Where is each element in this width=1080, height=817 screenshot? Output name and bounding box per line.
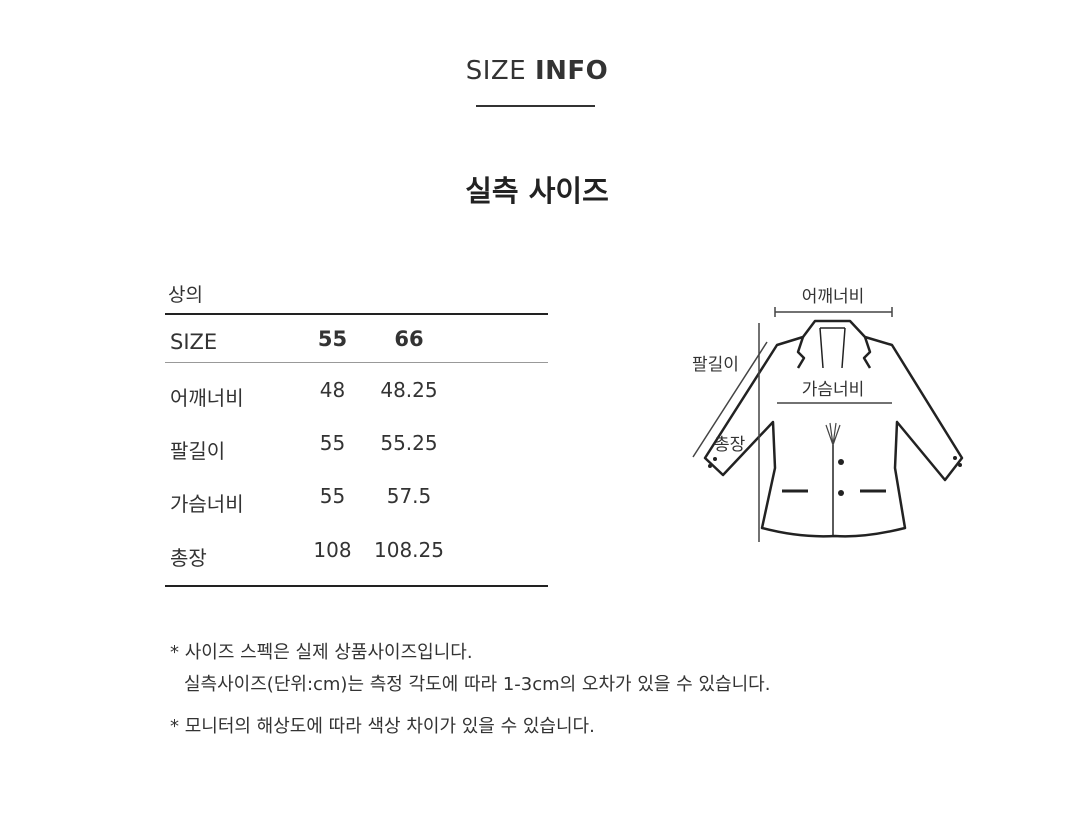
title-underline <box>476 105 595 107</box>
row-value-55: 55 <box>319 431 346 455</box>
row-value-55: 55 <box>319 484 346 508</box>
label-chest: 가슴너비 <box>802 380 865 400</box>
row-value-55: 108 <box>313 538 352 562</box>
row-label: 총장 <box>170 546 207 570</box>
shoulder-measure <box>774 307 893 317</box>
label-sleeve: 팔길이 <box>692 355 739 375</box>
title-bold: INFO <box>534 56 609 86</box>
row-label: 어깨너비 <box>170 386 244 410</box>
table-top-rule <box>165 313 548 315</box>
row-value-55: 48 <box>319 378 346 402</box>
table-row: 총장 108 108.25 <box>165 534 548 574</box>
subtitle: 실측 사이즈 <box>465 174 609 208</box>
row-value-66: 55.25 <box>380 431 438 455</box>
table-row: 어깨너비 48 48.25 <box>165 374 548 414</box>
note-3: * 모니터의 해상도에 따라 색상 차이가 있을 수 있습니다. <box>170 716 595 737</box>
table-row: 팔길이 55 55.25 <box>165 427 548 467</box>
row-value-66: 57.5 <box>386 484 432 508</box>
header-66: 66 <box>394 327 424 351</box>
table-bottom-rule <box>165 585 548 587</box>
table-category: 상의 <box>168 284 203 306</box>
note-2: 실측사이즈(단위:cm)는 측정 각도에 따라 1-3cm의 오차가 있을 수 … <box>184 674 771 695</box>
row-label: 가슴너비 <box>170 492 244 516</box>
row-value-66: 108.25 <box>374 538 444 562</box>
collar-detail <box>825 422 841 446</box>
label-length: 총장 <box>714 435 746 455</box>
jacket-diagram: 어깨너비 팔길이 가슴너비 총장 <box>692 287 964 542</box>
buttons <box>708 456 962 496</box>
table-header: SIZE 55 66 <box>165 322 548 362</box>
section-title: SIZE INFO <box>0 56 1074 86</box>
sleeve-measure <box>692 341 768 458</box>
measure-lines <box>692 307 893 542</box>
row-label: 팔길이 <box>170 439 226 463</box>
header-rule <box>165 362 548 363</box>
table-row: 가슴너비 55 57.5 <box>165 480 548 520</box>
jacket-outline <box>703 319 964 538</box>
title-light: SIZE <box>465 56 527 86</box>
header-55: 55 <box>317 327 348 351</box>
row-value-66: 48.25 <box>380 378 438 402</box>
label-shoulder: 어깨너비 <box>802 287 865 307</box>
note-1: * 사이즈 스펙은 실제 상품사이즈입니다. <box>170 642 473 663</box>
header-size: SIZE <box>170 330 218 354</box>
